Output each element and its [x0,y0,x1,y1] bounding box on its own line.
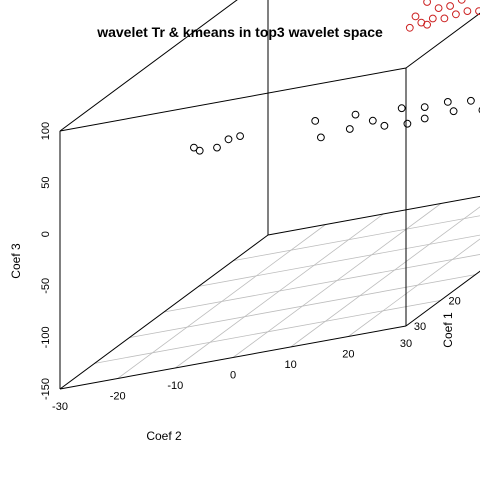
data-point [213,143,221,152]
z-tick-label: 0 [40,231,52,237]
data-point [411,12,420,21]
box-edge [405,12,480,69]
data-point [236,132,245,141]
z-tick-label: -100 [40,326,52,348]
data-point [423,20,432,29]
data-point [443,98,452,106]
y-tick-label: 30 [400,338,412,350]
y-axis-ticks: 30 20 10 0 -10 -20 -30 [52,338,412,413]
grid-line [94,299,441,364]
data-point [420,114,429,123]
data-point [311,117,320,125]
data-point [420,103,429,111]
data-point [428,14,437,23]
box-edge [267,195,480,236]
x-axis-label: Coef 1 [441,312,455,348]
data-point [446,2,455,10]
data-point [397,104,406,113]
data-point [467,96,475,105]
data-point [368,116,377,125]
floor-grid [94,203,480,379]
data-point [457,0,466,4]
data-point [463,7,472,16]
grid-line [163,254,480,313]
grid-line [198,234,480,287]
y-tick-label: -30 [52,401,68,413]
data-point [190,143,198,152]
grid-line [233,215,480,262]
box-edge [405,270,480,327]
z-axis-label: Coef 3 [9,243,23,279]
z-tick-label: -50 [40,278,52,294]
data-point [224,135,233,144]
data-points [190,0,480,155]
y-tick-label: -20 [110,391,126,403]
data-point [405,23,414,32]
grid-line [129,274,476,339]
y-tick-label: -10 [167,380,183,392]
data-point [317,133,325,142]
box-edge [59,0,238,132]
y-tick-label: 10 [285,359,297,371]
data-point [452,10,460,19]
bounding-box [59,0,480,390]
x-tick-label: 30 [414,321,426,333]
data-point [351,110,360,119]
y-axis-label: Coef 2 [146,429,182,443]
data-point [345,125,354,133]
z-tick-label: -150 [40,378,52,400]
box-edge [59,234,269,390]
data-point [475,7,480,15]
data-point [449,107,458,116]
chart-title: wavelet Tr & kmeans in top3 wavelet spac… [96,24,383,40]
z-tick-label: 50 [40,176,52,188]
y-tick-label: 20 [342,349,354,361]
data-point [195,146,204,155]
x-axis-ticks: -20-100102030 [414,295,461,333]
data-point [440,14,449,23]
data-point [478,107,480,114]
data-point [434,4,443,13]
box-edge [59,325,407,390]
x-tick-label: 20 [449,295,461,307]
data-point [423,0,431,6]
z-tick-label: 100 [40,122,52,140]
box-edge [59,67,407,132]
data-point [403,119,412,128]
y-tick-label: 0 [230,370,236,382]
data-point [380,121,389,130]
z-axis-ticks: 100 50 0 -50 -100 -150 [40,122,52,400]
